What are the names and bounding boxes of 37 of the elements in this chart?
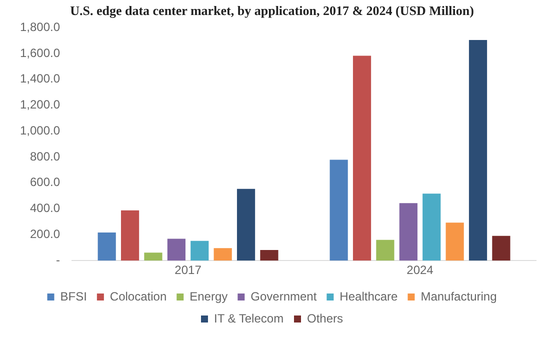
legend-label: BFSI bbox=[60, 289, 87, 304]
bar bbox=[399, 203, 418, 261]
legend-label: Others bbox=[307, 311, 344, 326]
y-tick-label: 1,400.0 bbox=[20, 72, 60, 86]
bar bbox=[492, 236, 510, 261]
bar bbox=[214, 248, 232, 261]
y-tick-label: 1,800.0 bbox=[20, 20, 60, 34]
bar bbox=[167, 238, 186, 261]
bar bbox=[446, 222, 464, 261]
y-tick-label: 800.0 bbox=[30, 149, 60, 164]
y-tick-label: 1,200.0 bbox=[20, 98, 60, 112]
legend-label: Government bbox=[250, 289, 318, 304]
bar bbox=[330, 160, 348, 261]
bar bbox=[468, 40, 488, 261]
x-tick-label: 2017 bbox=[174, 263, 202, 278]
bar bbox=[190, 240, 209, 261]
chart-title: U.S. edge data center market, by application, 2017 & 2024 (USD Million) bbox=[70, 3, 474, 18]
y-tick-label: - bbox=[56, 252, 60, 267]
legend-label: Energy bbox=[190, 289, 228, 304]
bar bbox=[144, 252, 162, 261]
y-tick-label: 1,000.0 bbox=[20, 123, 60, 138]
bar bbox=[376, 240, 394, 261]
legend-label: Healthcare bbox=[340, 289, 398, 304]
y-tick-label: 400.0 bbox=[30, 201, 60, 216]
bar bbox=[260, 250, 278, 261]
legend-label: Manufacturing bbox=[420, 289, 497, 304]
legend-label: Colocation bbox=[110, 289, 167, 304]
y-tick-label: 200.0 bbox=[30, 227, 60, 242]
y-tick-label: 600.0 bbox=[30, 175, 60, 190]
bar bbox=[352, 56, 372, 261]
y-tick-label: 1,600.0 bbox=[20, 46, 60, 60]
bar bbox=[98, 232, 116, 261]
legend-label: IT & Telecom bbox=[214, 311, 284, 326]
bar bbox=[422, 194, 441, 261]
x-tick-label: 2024 bbox=[406, 263, 434, 278]
bar bbox=[236, 188, 256, 261]
bar bbox=[120, 210, 140, 261]
